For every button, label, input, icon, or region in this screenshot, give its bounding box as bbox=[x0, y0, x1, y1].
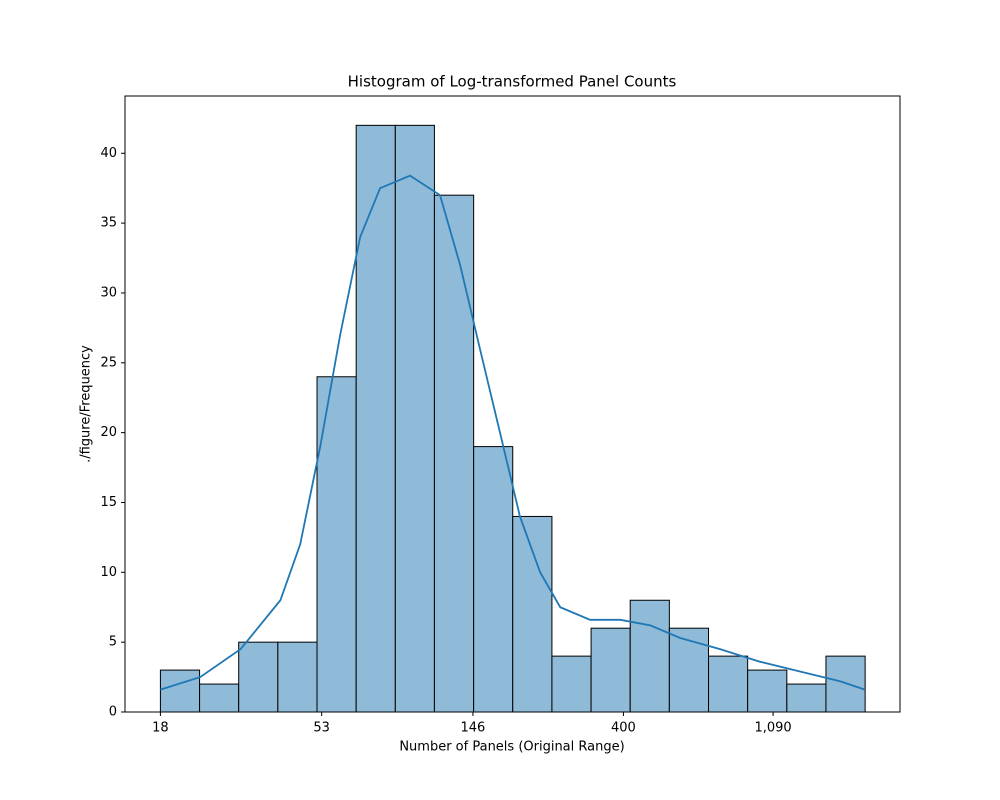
kde-line bbox=[160, 174, 866, 691]
bar bbox=[473, 446, 514, 713]
y-tick-label: 40 bbox=[100, 146, 117, 161]
bar bbox=[668, 627, 710, 713]
bar bbox=[629, 599, 670, 713]
y-tick-label: 20 bbox=[100, 425, 117, 440]
x-tick-label: 53 bbox=[313, 721, 330, 736]
x-tick-label: 400 bbox=[611, 721, 636, 736]
bar bbox=[590, 627, 631, 713]
y-tick-label: 5 bbox=[109, 635, 117, 650]
y-tick-label: 10 bbox=[100, 565, 117, 580]
bar bbox=[708, 655, 749, 713]
y-tick-label: 35 bbox=[100, 216, 117, 231]
bar bbox=[512, 515, 553, 713]
bar bbox=[551, 655, 592, 713]
x-tick-label: 1,090 bbox=[754, 721, 791, 736]
bar bbox=[199, 683, 240, 713]
x-tick-label: 146 bbox=[461, 721, 486, 736]
y-tick-label: 0 bbox=[109, 705, 117, 720]
bar bbox=[355, 124, 396, 713]
bar bbox=[238, 641, 279, 713]
plot-frame bbox=[124, 95, 901, 713]
x-axis-label: Number of Panels (Original Range) bbox=[399, 740, 624, 755]
bar bbox=[786, 683, 827, 713]
y-axis-label: ./figure/Frequency bbox=[79, 345, 94, 463]
y-tick-label: 30 bbox=[100, 285, 117, 300]
bar bbox=[159, 669, 201, 713]
y-tick-label: 25 bbox=[100, 355, 117, 370]
chart-title: Histogram of Log-transformed Panel Count… bbox=[348, 73, 677, 91]
y-tick-label: 15 bbox=[100, 495, 117, 510]
x-tick-label: 18 bbox=[152, 721, 169, 736]
bar bbox=[747, 669, 788, 713]
bar bbox=[394, 124, 435, 713]
bar bbox=[277, 641, 318, 713]
bar bbox=[433, 194, 475, 713]
